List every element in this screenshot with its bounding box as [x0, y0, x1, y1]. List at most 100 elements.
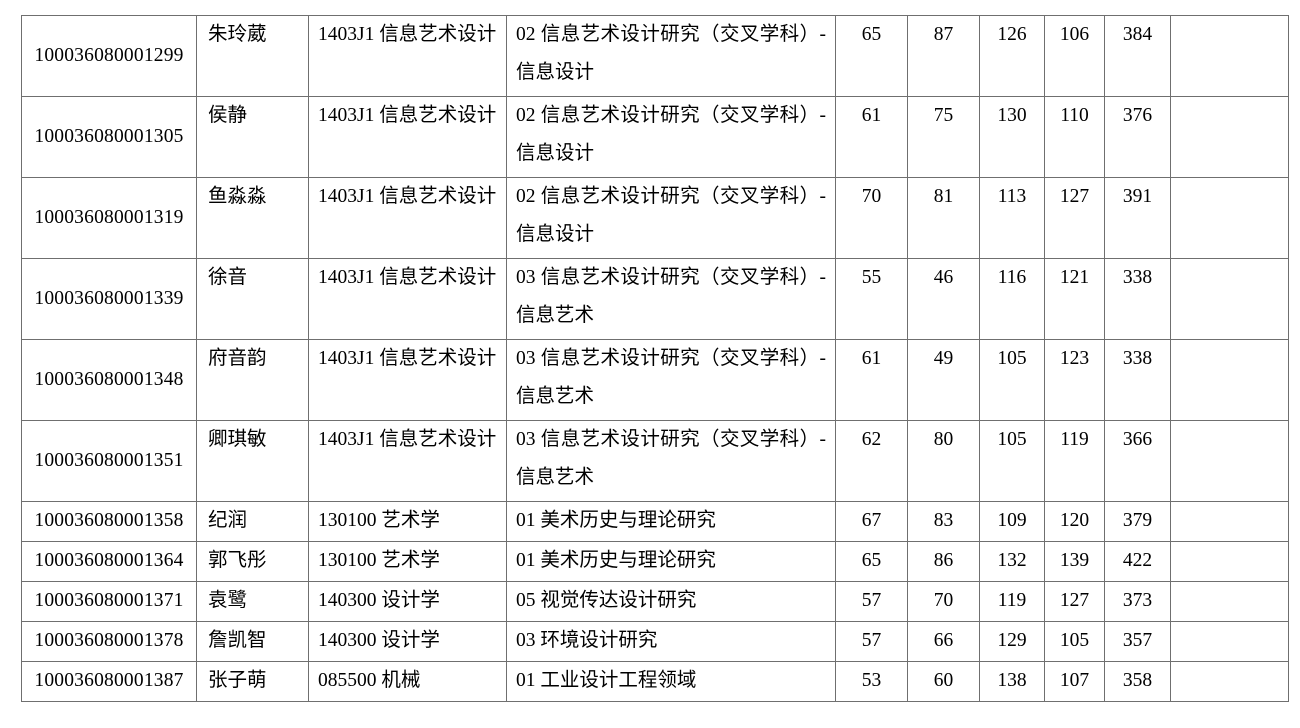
remark — [1171, 97, 1288, 135]
candidate-id: 100036080001305 — [34, 126, 184, 147]
table-row: 100036080001358 纪润 130100 艺术学 01 美术历史与理论研究 6… — [21, 501, 1289, 542]
score-subject-two-cell: 120 — [1044, 501, 1105, 542]
table-row: 100036080001387 张子萌 085500 机械 01 工业设计工程领域 53… — [21, 661, 1289, 702]
score-subject-two-cell: 107 — [1044, 661, 1105, 702]
remark-cell — [1170, 177, 1289, 259]
score-total: 379 — [1122, 510, 1153, 531]
candidate-id: 100036080001299 — [34, 45, 184, 66]
score-subject-one: 105 — [997, 429, 1027, 450]
research-direction-cell: 01 美术历史与理论研究 — [506, 501, 836, 542]
candidate-name-cell: 卿琪敏 — [196, 420, 309, 502]
score-subject-one: 130 — [997, 105, 1027, 126]
table-row: 100036080001319 鱼淼淼 1403J1 信息艺术设计 02 信息艺术设计… — [21, 177, 1289, 259]
score-subject-two-cell: 139 — [1044, 541, 1105, 582]
table-row: 100036080001299 朱玲葳 1403J1 信息艺术设计 02 信息艺术设计… — [21, 15, 1289, 97]
major-code-name-cell: 1403J1 信息艺术设计 — [308, 258, 507, 340]
score-total: 338 — [1122, 348, 1153, 369]
score-politics: 65 — [861, 550, 882, 571]
remark-cell — [1170, 581, 1289, 622]
score-politics-cell: 70 — [835, 177, 908, 259]
candidate-name: 府音韵 — [208, 348, 267, 369]
candidate-name-cell: 徐音 — [196, 258, 309, 340]
score-foreign-language: 81 — [933, 186, 954, 207]
score-subject-two-cell: 106 — [1044, 15, 1105, 97]
table-row: 100036080001339 徐音 1403J1 信息艺术设计 03 信息艺术设计研… — [21, 258, 1289, 340]
score-subject-one-cell: 105 — [979, 339, 1045, 421]
candidate-id: 100036080001378 — [34, 630, 184, 651]
major-code-name-cell: 1403J1 信息艺术设计 — [308, 96, 507, 178]
candidate-name: 朱玲葳 — [208, 24, 267, 45]
score-subject-two-cell: 127 — [1044, 177, 1105, 259]
score-politics-cell: 65 — [835, 15, 908, 97]
research-direction: 03 环境设计研究 — [516, 630, 658, 651]
remark-cell — [1170, 541, 1289, 582]
candidate-name-cell: 张子萌 — [196, 661, 309, 702]
research-direction: 02 信息艺术设计研究（交叉学科）-信息设计 — [516, 24, 826, 83]
score-subject-two: 139 — [1059, 550, 1090, 571]
candidate-name: 詹凯智 — [208, 630, 267, 651]
candidate-id-cell: 100036080001378 — [21, 621, 197, 662]
score-total-cell: 357 — [1104, 621, 1171, 662]
score-foreign-language: 66 — [933, 630, 954, 651]
remark — [1171, 502, 1288, 540]
score-subject-one: 119 — [997, 590, 1027, 611]
score-total-cell: 422 — [1104, 541, 1171, 582]
score-politics-cell: 57 — [835, 621, 908, 662]
score-politics: 62 — [861, 429, 882, 450]
research-direction-cell: 02 信息艺术设计研究（交叉学科）-信息设计 — [506, 96, 836, 178]
major-code-name-cell: 1403J1 信息艺术设计 — [308, 420, 507, 502]
score-politics: 65 — [861, 24, 882, 45]
candidate-id-cell: 100036080001348 — [21, 339, 197, 421]
score-subject-two-cell: 123 — [1044, 339, 1105, 421]
score-politics: 53 — [861, 670, 882, 691]
score-foreign-language: 70 — [933, 590, 954, 611]
score-politics-cell: 57 — [835, 581, 908, 622]
major-code-name-cell: 130100 艺术学 — [308, 541, 507, 582]
candidate-name-cell: 侯静 — [196, 96, 309, 178]
research-direction: 05 视觉传达设计研究 — [516, 590, 697, 611]
candidate-name-cell: 詹凯智 — [196, 621, 309, 662]
score-foreign-language-cell: 83 — [907, 501, 980, 542]
score-total-cell: 338 — [1104, 258, 1171, 340]
research-direction-cell: 02 信息艺术设计研究（交叉学科）-信息设计 — [506, 177, 836, 259]
score-subject-two: 105 — [1059, 630, 1090, 651]
score-subject-one-cell: 130 — [979, 96, 1045, 178]
table-row: 100036080001348 府音韵 1403J1 信息艺术设计 03 信息艺术设计… — [21, 339, 1289, 421]
score-total: 422 — [1122, 550, 1153, 571]
candidate-name-cell: 府音韵 — [196, 339, 309, 421]
candidate-id: 100036080001319 — [34, 207, 184, 228]
table-row: 100036080001305 侯静 1403J1 信息艺术设计 02 信息艺术设计研… — [21, 96, 1289, 178]
score-foreign-language-cell: 87 — [907, 15, 980, 97]
candidate-id-cell: 100036080001371 — [21, 581, 197, 622]
score-subject-one-cell: 109 — [979, 501, 1045, 542]
score-foreign-language-cell: 49 — [907, 339, 980, 421]
major-code-name: 1403J1 信息艺术设计 — [318, 267, 497, 288]
remark — [1171, 16, 1288, 54]
candidate-id: 100036080001339 — [34, 288, 184, 309]
score-total: 376 — [1122, 105, 1153, 126]
score-total-cell: 373 — [1104, 581, 1171, 622]
candidate-name: 卿琪敏 — [208, 429, 267, 450]
score-politics-cell: 61 — [835, 96, 908, 178]
research-direction: 01 工业设计工程领域 — [516, 670, 697, 691]
candidate-id-cell: 100036080001387 — [21, 661, 197, 702]
score-subject-one: 132 — [997, 550, 1027, 571]
candidate-id: 100036080001387 — [34, 670, 184, 691]
score-total: 366 — [1122, 429, 1153, 450]
major-code-name: 1403J1 信息艺术设计 — [318, 429, 497, 450]
score-subject-two-cell: 105 — [1044, 621, 1105, 662]
remark — [1171, 662, 1288, 700]
major-code-name-cell: 085500 机械 — [308, 661, 507, 702]
major-code-name-cell: 140300 设计学 — [308, 621, 507, 662]
candidate-id-cell: 100036080001339 — [21, 258, 197, 340]
score-politics-cell: 53 — [835, 661, 908, 702]
score-subject-one: 126 — [997, 24, 1027, 45]
score-foreign-language: 83 — [933, 510, 954, 531]
score-subject-two-cell: 127 — [1044, 581, 1105, 622]
score-politics-cell: 55 — [835, 258, 908, 340]
score-total-cell: 338 — [1104, 339, 1171, 421]
candidate-id: 100036080001351 — [34, 450, 184, 471]
remark — [1171, 259, 1288, 297]
score-subject-two: 121 — [1059, 267, 1090, 288]
